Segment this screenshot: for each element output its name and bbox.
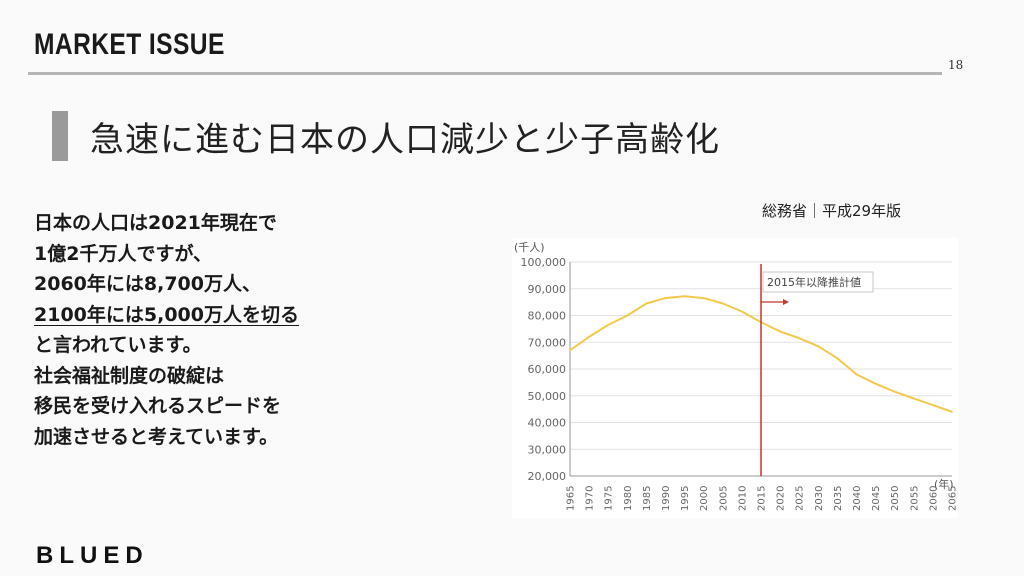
data-point [683, 295, 686, 298]
y-tick-label: 20,000 [528, 470, 567, 483]
body-line: 社会福祉制度の破綻は [34, 364, 225, 387]
data-point [913, 397, 915, 400]
x-tick-label: 2045 [871, 486, 882, 511]
population-chart: (千人) 100,000 90,000 80,000 70,000 60,000 50,00… [512, 238, 959, 518]
x-tick-label: 2030 [814, 486, 825, 511]
data-point [569, 349, 571, 352]
data-point [779, 330, 781, 333]
data-point [893, 390, 896, 393]
data-point [874, 382, 877, 385]
x-tick-label: 2055 [909, 486, 920, 511]
x-tick-label: 1995 [680, 486, 691, 511]
data-point [626, 314, 629, 317]
data-point [836, 357, 839, 360]
x-tick-label: 1970 [585, 486, 596, 511]
body-line: 移民を受け入れるスピードを [34, 395, 282, 417]
annotation-label: 2015年以降推計値 [767, 275, 861, 289]
x-tick-label: 1985 [642, 486, 653, 511]
data-point [722, 302, 724, 305]
data-point [798, 337, 800, 340]
data-point [932, 404, 934, 406]
x-tick-label: 2035 [833, 486, 844, 511]
chart-svg: (千人) 100,000 90,000 80,000 70,000 60,000 50,00… [514, 241, 959, 511]
body-line: 日本の人口は2021年現在で [34, 212, 277, 234]
x-tick-label: 2025 [795, 486, 806, 511]
x-tick-label: 2015 [757, 486, 768, 511]
y-tick-label: 70,000 [528, 336, 567, 349]
body-line: 2060年には8,700万人、 [34, 273, 261, 295]
y-tick-label: 60,000 [528, 363, 567, 376]
x-tick-label: 2060 [928, 486, 939, 511]
x-tick-label: 2040 [852, 486, 863, 511]
slide-title: 急速に進む日本の人口減少と少子高齢化 [90, 120, 720, 160]
x-tick-label: 2020 [776, 486, 787, 511]
x-tick-label: 1980 [623, 486, 634, 511]
x-tick-label: 2000 [699, 486, 710, 511]
y-tick-label: 100,000 [521, 256, 567, 269]
body-line: 加速させると考えています。 [34, 425, 279, 448]
data-point [951, 411, 953, 413]
data-point [817, 345, 820, 348]
y-axis-unit: (千人) [514, 241, 545, 254]
data-point [741, 310, 743, 313]
data-point [855, 373, 858, 376]
blued-logo: BLUED [36, 542, 149, 569]
x-tick-label: 2050 [890, 486, 901, 511]
page-number: 18 [948, 58, 964, 72]
annotation-box [762, 271, 874, 293]
y-tick-label: 40,000 [528, 417, 567, 430]
y-tick-label: 90,000 [528, 283, 567, 296]
y-tick-label: 30,000 [528, 443, 567, 456]
y-tick-label: 50,000 [528, 390, 567, 403]
header-divider [28, 72, 942, 75]
source-label: 総務省｜平成29年版 [762, 202, 902, 220]
title-accent-bar [52, 111, 68, 161]
x-tick-label: 2010 [737, 486, 748, 511]
body-text: 日本の人口は2021年現在で 1億2千万人ですが、 2060年には8,700万人… [34, 208, 474, 452]
body-line: と言われています。 [34, 334, 202, 356]
x-tick-label: 1990 [661, 486, 672, 511]
body-line: 1億2千万人ですが、 [34, 242, 213, 265]
annotation-arrowhead [783, 299, 789, 305]
data-point [664, 297, 667, 299]
data-point [702, 297, 705, 299]
x-tick-label: 2005 [718, 486, 729, 511]
y-tick-label: 80,000 [528, 310, 567, 323]
x-tick-label: 1965 [566, 486, 577, 511]
x-tick-label: 2065 [948, 486, 959, 511]
body-line-emphasis: 2100年には5,000万人を切る [34, 303, 299, 326]
x-axis-unit: (年) [934, 477, 954, 491]
data-point [607, 324, 609, 326]
header-title: MARKET ISSUE [34, 28, 225, 61]
data-point [645, 302, 648, 305]
x-tick-label: 1975 [604, 486, 615, 511]
data-point [588, 336, 590, 338]
